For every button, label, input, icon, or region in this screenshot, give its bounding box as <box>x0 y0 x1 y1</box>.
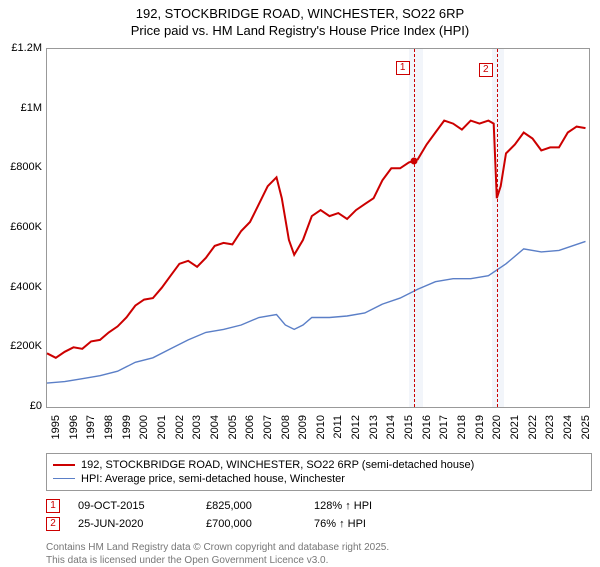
x-axis-label: 2025 <box>580 415 592 439</box>
x-axis-label: 2003 <box>191 415 203 439</box>
title-line2: Price paid vs. HM Land Registry's House … <box>131 23 469 38</box>
series-line-price_paid <box>47 120 586 357</box>
annotation-date: 09-OCT-2015 <box>78 500 188 512</box>
footer-line1: Contains HM Land Registry data © Crown c… <box>46 542 389 553</box>
legend-label: HPI: Average price, semi-detached house,… <box>81 473 345 485</box>
series-line-hpi <box>47 241 586 383</box>
sale-vline <box>497 49 498 407</box>
x-axis-label: 2006 <box>244 415 256 439</box>
x-axis-label: 2020 <box>491 415 503 439</box>
y-axis-label: £600K <box>2 221 42 233</box>
x-axis-label: 2009 <box>297 415 309 439</box>
x-axis-label: 2015 <box>403 415 415 439</box>
y-axis-label: £200K <box>2 340 42 352</box>
x-axis-label: 1996 <box>68 415 80 439</box>
chart-container: 192, STOCKBRIDGE ROAD, WINCHESTER, SO22 … <box>0 0 600 560</box>
sale-vline <box>414 49 415 407</box>
x-axis-label: 2005 <box>227 415 239 439</box>
footer-line2: This data is licensed under the Open Gov… <box>46 555 328 566</box>
x-axis-label: 1997 <box>85 415 97 439</box>
legend-label: 192, STOCKBRIDGE ROAD, WINCHESTER, SO22 … <box>81 459 474 471</box>
annotation-date: 25-JUN-2020 <box>78 518 188 530</box>
sale-marker-label: 2 <box>479 63 493 77</box>
sale-dot <box>410 157 417 164</box>
x-axis-label: 2012 <box>350 415 362 439</box>
x-axis-label: 1995 <box>50 415 62 439</box>
title-line1: 192, STOCKBRIDGE ROAD, WINCHESTER, SO22 … <box>136 6 464 21</box>
x-axis-label: 2011 <box>332 415 344 439</box>
x-axis-label: 2004 <box>209 415 221 439</box>
x-axis-label: 2017 <box>438 415 450 439</box>
x-axis-label: 2022 <box>527 415 539 439</box>
y-axis-label: £1M <box>2 102 42 114</box>
x-axis-label: 2019 <box>474 415 486 439</box>
x-axis-label: 2002 <box>174 415 186 439</box>
x-axis-label: 2001 <box>156 415 168 439</box>
x-axis-label: 2023 <box>544 415 556 439</box>
x-axis-label: 2010 <box>315 415 327 439</box>
x-axis-label: 1999 <box>121 415 133 439</box>
x-axis-label: 2018 <box>456 415 468 439</box>
y-axis-label: £1.2M <box>2 42 42 54</box>
chart-title: 192, STOCKBRIDGE ROAD, WINCHESTER, SO22 … <box>0 0 600 40</box>
annotation-price: £700,000 <box>206 518 296 530</box>
annotation-delta: 128% ↑ HPI <box>314 500 424 512</box>
chart-lines-svg <box>47 49 589 407</box>
x-axis-label: 2000 <box>138 415 150 439</box>
y-axis-label: £400K <box>2 281 42 293</box>
legend-box: 192, STOCKBRIDGE ROAD, WINCHESTER, SO22 … <box>46 453 592 491</box>
x-axis-label: 2013 <box>368 415 380 439</box>
annotation-row: 2 25-JUN-2020 £700,000 76% ↑ HPI <box>46 515 592 533</box>
annotation-table: 1 09-OCT-2015 £825,000 128% ↑ HPI 2 25-JUN-20… <box>46 497 592 533</box>
x-axis-label: 2016 <box>421 415 433 439</box>
annotation-row: 1 09-OCT-2015 £825,000 128% ↑ HPI <box>46 497 592 515</box>
legend-row: HPI: Average price, semi-detached house,… <box>53 472 585 486</box>
annotation-number-box: 1 <box>46 499 60 513</box>
x-axis-label: 2024 <box>562 415 574 439</box>
annotation-price: £825,000 <box>206 500 296 512</box>
legend-swatch <box>53 464 75 466</box>
legend-swatch <box>53 478 75 479</box>
x-axis-label: 1998 <box>103 415 115 439</box>
footer-attribution: Contains HM Land Registry data © Crown c… <box>46 541 592 567</box>
annotation-delta: 76% ↑ HPI <box>314 518 424 530</box>
x-axis-label: 2008 <box>280 415 292 439</box>
legend-row: 192, STOCKBRIDGE ROAD, WINCHESTER, SO22 … <box>53 458 585 472</box>
x-axis-label: 2021 <box>509 415 521 439</box>
chart-plot-area: 1995199619971998199920002001200220032004… <box>46 48 590 408</box>
annotation-number-box: 2 <box>46 517 60 531</box>
y-axis-label: £0 <box>2 400 42 412</box>
x-axis-label: 2007 <box>262 415 274 439</box>
sale-marker-label: 1 <box>396 61 410 75</box>
x-axis-label: 2014 <box>385 415 397 439</box>
y-axis-label: £800K <box>2 161 42 173</box>
